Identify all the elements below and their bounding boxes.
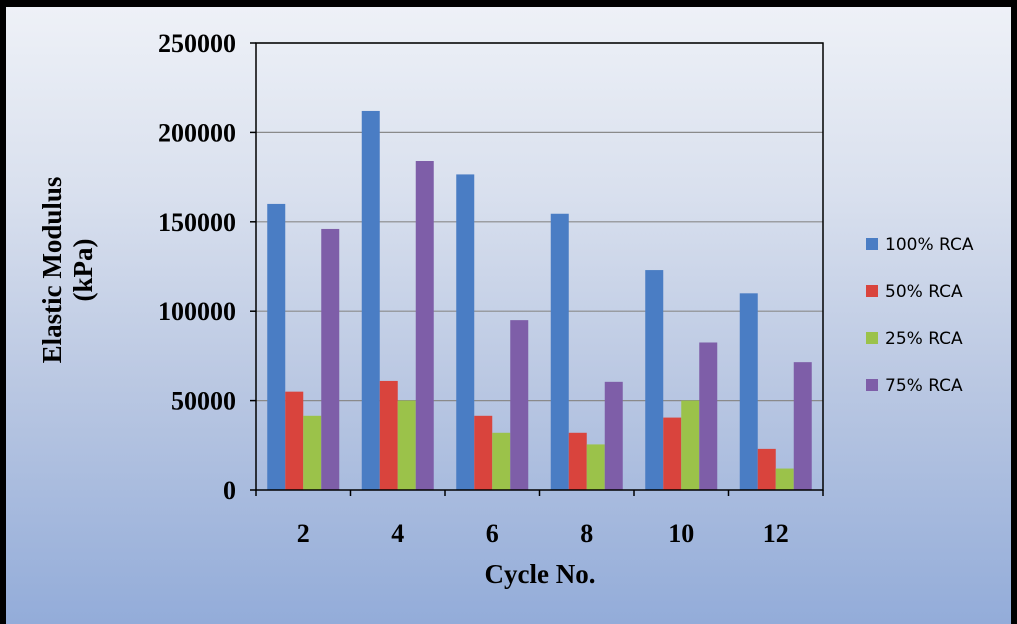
y-tick-label: 0	[223, 476, 236, 505]
x-tick-label: 12	[763, 519, 789, 548]
legend-label: 50% RCA	[885, 282, 963, 302]
bars	[267, 110, 812, 491]
bar-75-rca-cycle-4	[415, 161, 434, 490]
legend-swatch	[866, 285, 878, 297]
bar-25-rca-cycle-2	[303, 415, 322, 490]
y-tick-labels: 0 50000 100000 150000 200000 250000	[158, 29, 236, 505]
gridlines	[256, 42, 823, 402]
axes	[250, 42, 824, 496]
bar-100-rca-cycle-2	[267, 203, 286, 491]
x-tick-labels: 2 4 6 8 10 12	[297, 519, 789, 548]
y-axis-title-line-2: (kPa)	[68, 239, 98, 302]
bar-25-rca-cycle-6	[492, 432, 511, 490]
bar-75-rca-cycle-12	[793, 362, 812, 490]
y-tick-label: 50000	[171, 387, 236, 416]
x-tick-label: 8	[580, 519, 593, 548]
legend-swatch	[866, 379, 878, 391]
bar-25-rca-cycle-8	[586, 444, 605, 490]
x-axis-title: Cycle No.	[485, 559, 596, 589]
legend-label: 100% RCA	[885, 235, 974, 255]
bar-25-rca-cycle-12	[775, 468, 794, 490]
legend-label: 75% RCA	[885, 376, 963, 396]
bar-75-rca-cycle-8	[604, 381, 623, 490]
bar-25-rca-cycle-10	[681, 400, 700, 490]
legend-label: 25% RCA	[885, 329, 963, 349]
plot-border	[255, 42, 824, 491]
bar-25-rca-cycle-4	[397, 400, 416, 490]
bar-50-rca-cycle-6	[474, 415, 493, 490]
x-tick-label: 6	[486, 519, 499, 548]
bar-75-rca-cycle-2	[321, 228, 340, 490]
x-tick-label: 4	[391, 519, 404, 548]
bar-50-rca-cycle-10	[663, 417, 682, 490]
legend-swatch	[866, 332, 878, 344]
bar-50-rca-cycle-12	[757, 448, 776, 490]
bar-100-rca-cycle-12	[739, 293, 758, 490]
x-tick-label: 10	[668, 519, 694, 548]
y-tick-label: 200000	[158, 118, 236, 147]
bar-50-rca-cycle-8	[568, 432, 587, 490]
x-tick-label: 2	[297, 519, 310, 548]
legend-swatch	[866, 238, 878, 250]
y-tick-label: 100000	[158, 297, 236, 326]
y-tick-label: 150000	[158, 208, 236, 237]
bar-100-rca-cycle-6	[456, 174, 475, 490]
legend: 100% RCA 50% RCA 25% RCA 75% RCA	[866, 235, 974, 396]
bar-100-rca-cycle-10	[645, 270, 664, 490]
y-axis-title-line-1: Elastic Modulus	[37, 177, 67, 364]
bar-75-rca-cycle-10	[699, 342, 718, 490]
bar-50-rca-cycle-4	[379, 380, 398, 490]
bar-100-rca-cycle-4	[361, 110, 380, 490]
bar-100-rca-cycle-8	[550, 213, 569, 490]
bar-75-rca-cycle-6	[510, 320, 529, 490]
y-tick-label: 250000	[158, 29, 236, 58]
bar-50-rca-cycle-2	[285, 391, 304, 490]
